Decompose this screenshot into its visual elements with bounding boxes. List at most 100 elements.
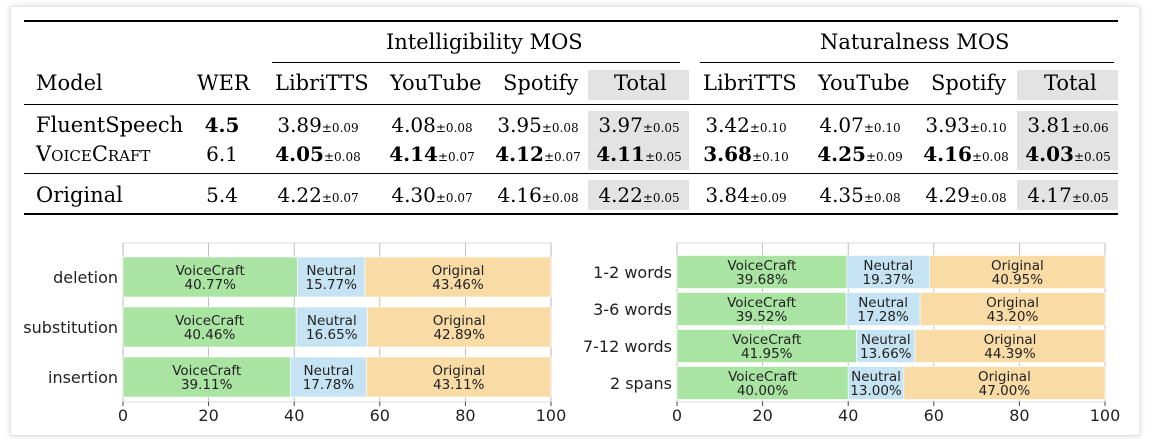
cell-stderr: ±0.07: [435, 191, 473, 205]
bar-segment: [297, 256, 366, 298]
table-cell: 4.30±0.07: [391, 185, 472, 205]
header-rule: [24, 104, 1118, 105]
category-label: deletion: [53, 268, 118, 287]
bar-segment: [847, 366, 905, 400]
bottom-rule: [24, 213, 1118, 215]
bar-segment: [846, 255, 931, 289]
bar-segment: [676, 292, 847, 326]
cell-value: 4.5: [204, 113, 240, 137]
bar-series-label: Original: [986, 295, 1039, 311]
cell-stderr: ±0.08: [541, 191, 579, 205]
cell-value: 4.25: [817, 142, 866, 166]
cell-stderr: ±0.09: [749, 191, 787, 205]
x-tick-label: 60: [924, 406, 944, 425]
col-header-nat-total: Total: [1044, 71, 1097, 95]
bar-series-label: Neutral: [306, 263, 356, 279]
x-tick-label: 0: [672, 406, 682, 425]
total-shade-int-orig: [588, 180, 689, 210]
col-header-wer: WER: [197, 71, 250, 95]
bar-series-label: Original: [432, 363, 485, 379]
cell-stderr: ±0.06: [1071, 121, 1109, 135]
table-cell: 5.4: [206, 185, 238, 205]
bar-segment: [122, 306, 297, 348]
cell-value: 4.29: [925, 183, 970, 207]
mid-rule: [24, 173, 1118, 174]
group-header-intelligibility: Intelligibility MOS: [386, 30, 583, 54]
bar-value-label: 44.39%: [984, 346, 1036, 362]
category-label: substitution: [23, 318, 118, 337]
bar-value-label: 40.00%: [737, 383, 789, 399]
table-cell: 4.07±0.10: [819, 115, 900, 135]
table-cell: 4.35±0.08: [819, 185, 900, 205]
x-tick-label: 80: [455, 406, 475, 425]
cell-stderr: ±0.09: [865, 150, 903, 164]
x-tick-label: 80: [1009, 406, 1029, 425]
top-rule: [24, 20, 1118, 22]
cell-stderr: ±0.08: [863, 191, 901, 205]
table-cell: 4.17±0.05: [1027, 185, 1108, 205]
bar-segment: [903, 366, 1106, 400]
bar-series-label: Original: [984, 332, 1037, 348]
row-model-fluentspeech: FluentSpeech: [36, 113, 184, 137]
cell-value: 4.35: [819, 183, 864, 207]
cell-value: 3.89: [277, 113, 322, 137]
bar-series-label: Original: [978, 369, 1031, 385]
table-cell: 4.12±0.07: [495, 144, 581, 164]
table-cell: 4.16±0.08: [497, 185, 578, 205]
cell-value: 3.97: [598, 113, 643, 137]
intelligibility-cmidrule: [272, 62, 680, 63]
table-cell: 3.97±0.05: [598, 115, 679, 135]
cell-value: 4.12: [495, 142, 544, 166]
total-shade-nat-orig: [1017, 180, 1118, 210]
bar-series-label: VoiceCraft: [176, 263, 245, 279]
x-tick-label: 60: [370, 406, 390, 425]
results-table: Intelligibility MOS Naturalness MOS Mode…: [24, 20, 1118, 215]
bar-value-label: 47.00%: [979, 383, 1031, 399]
bar-series-label: VoiceCraft: [728, 369, 797, 385]
bar-segment: [367, 306, 552, 348]
table-cell: 4.22±0.07: [277, 185, 358, 205]
bar-value-label: 41.95%: [741, 346, 793, 362]
bar-segment: [676, 329, 857, 363]
cell-value: 4.17: [1027, 183, 1072, 207]
cell-value: 4.16: [923, 142, 972, 166]
bar-series-label: VoiceCraft: [172, 363, 241, 379]
cell-value: 3.42: [705, 113, 750, 137]
bar-series-label: Neutral: [307, 313, 357, 329]
bar-segment: [295, 306, 368, 348]
bar-value-label: 16.65%: [306, 327, 358, 343]
col-header-model: Model: [36, 71, 103, 95]
bar-value-label: 42.89%: [433, 327, 485, 343]
bar-segment: [366, 356, 552, 398]
bar-value-label: 13.00%: [850, 383, 902, 399]
cell-value: 3.81: [1027, 113, 1072, 137]
x-tick-label: 40: [838, 406, 858, 425]
cell-value: 4.22: [277, 183, 322, 207]
bar-series-label: Neutral: [861, 332, 911, 348]
table-cell: 3.84±0.09: [705, 185, 786, 205]
table-cell: 4.22±0.05: [598, 185, 679, 205]
x-tick-label: 100: [1090, 406, 1121, 425]
bar-value-label: 17.28%: [857, 309, 909, 325]
col-header-int-youtube: YouTube: [390, 71, 482, 95]
category-label: 1-2 words: [593, 263, 672, 282]
col-header-nat-youtube: YouTube: [818, 71, 910, 95]
bar-value-label: 39.52%: [736, 309, 788, 325]
table-cell: 3.93±0.10: [925, 115, 1006, 135]
bar-value-label: 39.11%: [181, 377, 233, 393]
bar-value-label: 43.46%: [432, 277, 484, 293]
col-header-nat-spotify: Spotify: [931, 71, 1007, 95]
naturalness-cmidrule: [700, 62, 1114, 63]
cell-stderr: ±0.07: [321, 191, 359, 205]
bar-segment: [845, 292, 921, 326]
cell-value: 4.03: [1025, 142, 1074, 166]
bar-value-label: 40.77%: [185, 277, 237, 293]
bar-series-label: VoiceCraft: [727, 258, 796, 274]
cell-stderr: ±0.08: [323, 150, 361, 164]
chart-edit-length: 0 20 40 60 80 100VoiceCraft39.68%Neutral19.37…: [583, 242, 1121, 425]
table-cell: 4.16±0.08: [923, 144, 1009, 164]
cell-stderr: ±0.08: [435, 121, 473, 135]
cell-value: 3.84: [705, 183, 750, 207]
x-tick-label: 100: [536, 406, 567, 425]
bar-value-label: 43.20%: [987, 309, 1039, 325]
